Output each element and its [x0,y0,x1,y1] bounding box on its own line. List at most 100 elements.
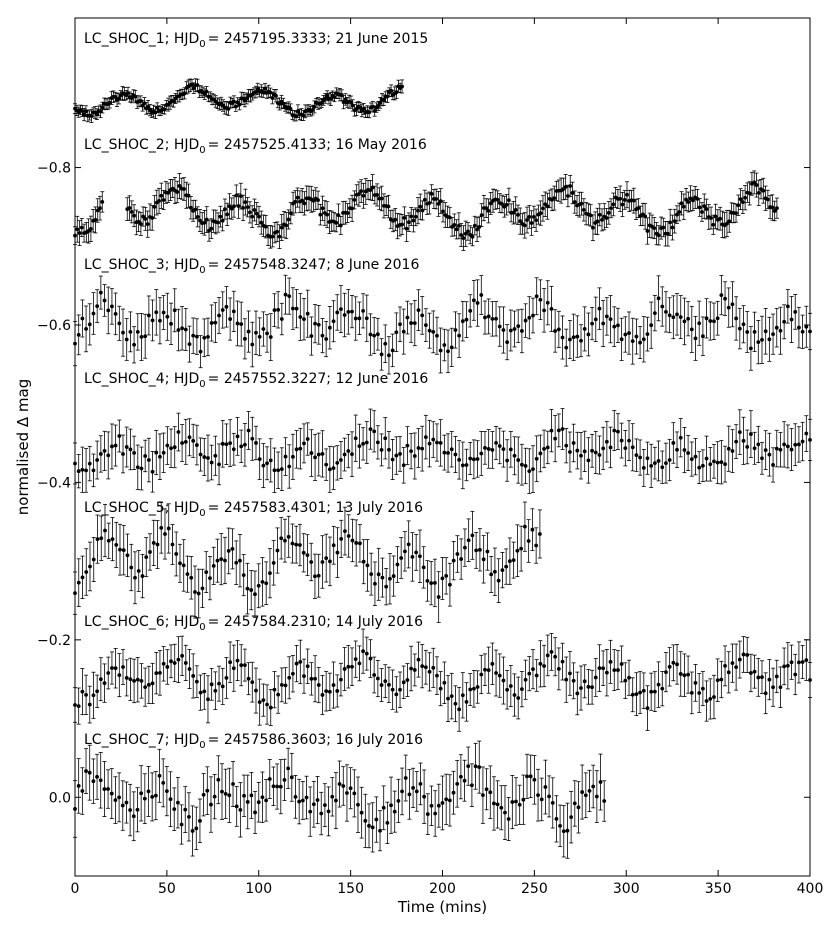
data-point [399,556,403,560]
data-point [483,668,487,672]
data-point [276,468,280,472]
data-point [88,322,92,326]
data-point [242,573,246,577]
data-point [598,453,602,457]
data-point [638,456,642,460]
data-point [538,662,542,666]
data-point [184,328,188,332]
data-point [446,451,450,455]
data-point [675,448,679,452]
data-point [361,649,365,653]
data-point [289,211,293,215]
data-point [107,539,111,543]
data-point [786,304,790,308]
data-point [708,319,712,323]
data-point [154,794,158,798]
data-point [343,453,347,457]
data-point [439,687,443,691]
data-point [505,203,509,207]
data-point [471,533,475,537]
data-point [84,570,88,574]
data-point [457,458,461,462]
data-point [294,543,298,547]
data-point [476,301,480,305]
data-point [489,572,493,576]
data-point [682,205,686,209]
data-point [161,781,165,785]
data-point [376,332,380,336]
data-point [347,534,351,538]
data-point [118,548,122,552]
data-point [473,224,477,228]
data-point [782,664,786,668]
data-point [609,446,613,450]
data-point [343,529,347,533]
data-point [381,576,385,580]
data-point [657,459,661,463]
data-point [121,452,125,456]
data-point [158,319,162,323]
data-point [420,313,424,317]
data-point [472,298,476,302]
data-point [196,83,200,87]
data-point [490,317,494,321]
data-point [405,227,409,231]
data-point [525,218,529,222]
data-point [213,689,217,693]
data-point [380,683,384,687]
data-point [779,329,783,333]
data-point [243,337,247,341]
data-point [437,595,441,599]
data-point [550,307,554,311]
data-point [261,327,265,331]
data-point [80,789,84,793]
data-point [302,674,306,678]
data-point [228,441,232,445]
data-point [679,436,683,440]
data-point [456,552,460,556]
data-point [417,308,421,312]
data-point [103,299,107,303]
data-point [121,804,125,808]
data-point [88,771,92,775]
data-point [236,434,240,438]
data-point [80,109,84,113]
data-point [269,458,273,462]
data-point [99,536,103,540]
data-point [646,706,650,710]
data-point [596,220,600,224]
data-point [745,653,749,657]
data-point [354,541,358,545]
data-point [527,672,531,676]
data-point [407,542,411,546]
data-point [163,532,167,536]
data-point [723,297,727,301]
data-point [590,685,594,689]
data-point [362,194,366,198]
data-point [455,227,459,231]
data-point [275,230,279,234]
data-point [468,688,472,692]
data-point [764,691,768,695]
data-point [317,323,321,327]
data-point [95,775,99,779]
data-point [607,211,611,215]
data-point [755,183,759,187]
data-point [247,677,251,681]
data-point [428,670,432,674]
data-point [250,437,254,441]
data-point [749,432,753,436]
data-point [701,464,705,468]
data-point [246,205,250,209]
data-point [373,582,377,586]
data-point [287,465,291,469]
data-point [635,692,639,696]
data-point [705,316,709,320]
data-point [790,318,794,322]
data-point [671,315,675,319]
data-point [705,699,709,703]
data-point [572,441,576,445]
data-point [350,206,354,210]
data-point [335,461,339,465]
data-point [694,336,698,340]
